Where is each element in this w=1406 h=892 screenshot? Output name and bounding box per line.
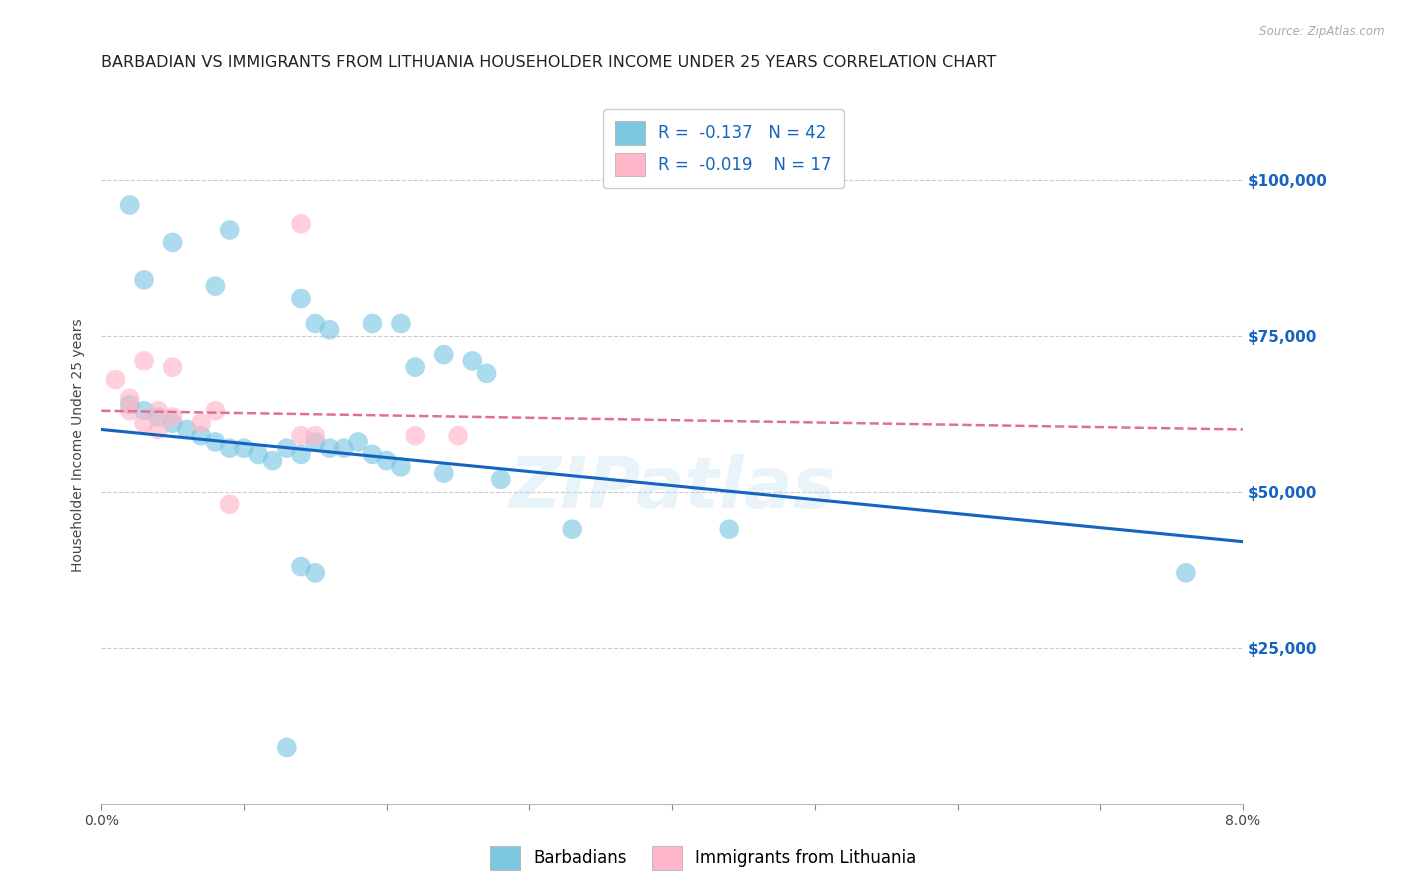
Point [132, 354, 155, 368]
Point [162, 409, 184, 424]
Point [447, 428, 470, 442]
Point [304, 317, 326, 331]
Point [461, 354, 484, 368]
Point [290, 559, 312, 574]
Point [304, 428, 326, 442]
Point [290, 428, 312, 442]
Y-axis label: Householder Income Under 25 years: Householder Income Under 25 years [72, 318, 86, 572]
Point [132, 416, 155, 430]
Point [190, 428, 212, 442]
Text: BARBADIAN VS IMMIGRANTS FROM LITHUANIA HOUSEHOLDER INCOME UNDER 25 YEARS CORRELA: BARBADIAN VS IMMIGRANTS FROM LITHUANIA H… [101, 55, 997, 70]
Point [118, 198, 141, 212]
Point [290, 292, 312, 306]
Point [204, 279, 226, 293]
Point [718, 522, 741, 536]
Point [118, 403, 141, 417]
Point [232, 441, 254, 455]
Point [433, 348, 456, 362]
Point [148, 409, 170, 424]
Point [218, 223, 240, 237]
Text: ZIPatlas: ZIPatlas [509, 453, 835, 523]
Point [290, 217, 312, 231]
Point [204, 434, 226, 449]
Point [190, 416, 212, 430]
Point [489, 472, 512, 486]
Point [290, 447, 312, 461]
Point [276, 441, 298, 455]
Legend: Barbadians, Immigrants from Lithuania: Barbadians, Immigrants from Lithuania [484, 839, 922, 877]
Point [389, 317, 412, 331]
Point [276, 740, 298, 755]
Point [347, 434, 370, 449]
Point [318, 323, 340, 337]
Point [389, 459, 412, 474]
Legend: R =  -0.137   N = 42, R =  -0.019    N = 17: R = -0.137 N = 42, R = -0.019 N = 17 [603, 109, 844, 188]
Point [132, 403, 155, 417]
Point [262, 453, 284, 467]
Point [433, 466, 456, 480]
Point [204, 403, 226, 417]
Point [361, 447, 384, 461]
Point [561, 522, 583, 536]
Point [304, 434, 326, 449]
Point [1174, 566, 1197, 580]
Point [162, 360, 184, 375]
Point [218, 441, 240, 455]
Point [304, 566, 326, 580]
Point [218, 497, 240, 511]
Point [118, 398, 141, 412]
Point [148, 403, 170, 417]
Point [318, 441, 340, 455]
Point [247, 447, 270, 461]
Point [162, 416, 184, 430]
Point [176, 422, 198, 436]
Point [375, 453, 398, 467]
Point [118, 392, 141, 406]
Point [104, 373, 127, 387]
Point [475, 367, 498, 381]
Point [404, 360, 426, 375]
Point [404, 428, 426, 442]
Point [162, 235, 184, 250]
Point [361, 317, 384, 331]
Point [132, 273, 155, 287]
Point [148, 422, 170, 436]
Point [333, 441, 356, 455]
Text: Source: ZipAtlas.com: Source: ZipAtlas.com [1260, 25, 1385, 38]
